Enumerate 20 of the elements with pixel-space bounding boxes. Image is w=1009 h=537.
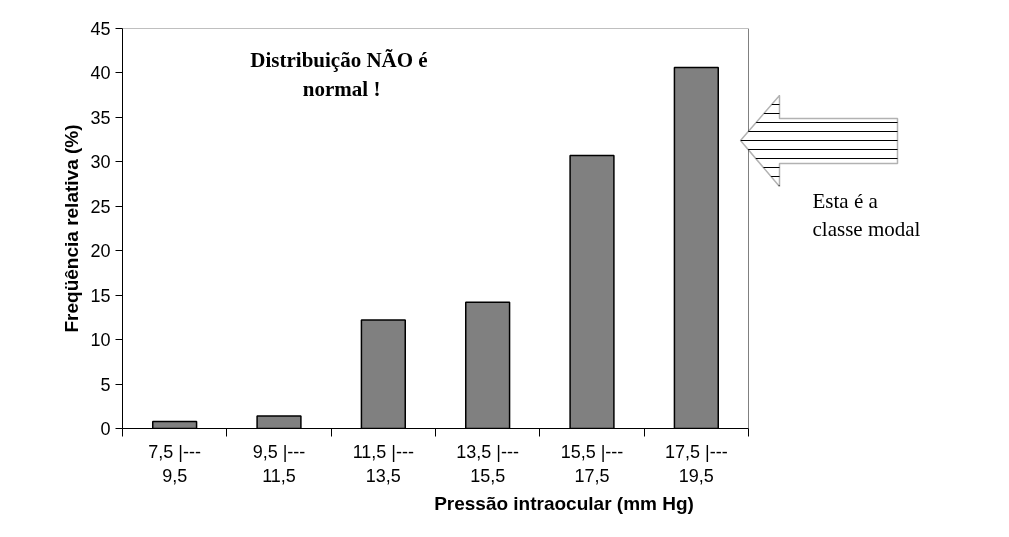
x-tick-label: 13,5 |--- 15,5 [456,441,520,486]
y-tick-label: 35 [90,107,111,128]
x-tick-label: 15,5 |--- 17,5 [560,441,624,486]
x-tick-label: 11,5 |--- 13,5 [352,441,415,486]
x-tick-label: 7,5 |--- 9,5 [148,441,202,486]
y-tick-label: 25 [90,196,111,217]
y-tick-label: 45 [90,19,111,39]
annotation: Distribuição NÃO é normal ! [250,48,428,101]
y-tick-label: 0 [100,419,111,439]
x-tick-label: 9,5 |--- 11,5 [252,441,306,486]
y-tick-label: 15 [90,285,111,306]
x-tick-label: 17,5 |--- 19,5 [664,441,728,486]
y-tick-label: 40 [90,63,111,84]
y-tick-label: 30 [90,152,111,173]
y-tick-label: 10 [90,330,111,351]
x-axis-title: Pressão intraocular (mm Hg) [434,492,694,514]
text: Esta é a classe modal [812,188,921,242]
y-tick-label: 20 [90,241,111,262]
y-axis-title: Freqüência relativa (%) [61,124,83,333]
y-tick-label: 5 [100,374,111,395]
